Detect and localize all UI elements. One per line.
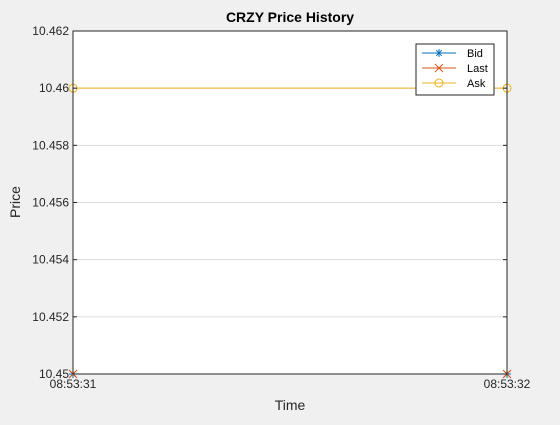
legend-marker-ask [434, 78, 444, 88]
legend-label-last: Last [467, 63, 488, 75]
y-tick-label: 10.46 [39, 81, 69, 95]
y-tick-label: 10.452 [32, 310, 69, 324]
x-tick-label: 08:53:31 [50, 377, 97, 391]
x-axis-label: Time [275, 397, 306, 413]
y-axis-label: Price [7, 186, 23, 218]
chart-title: CRZY Price History [226, 9, 354, 25]
y-tick-label: 10.456 [32, 196, 69, 210]
legend-label-bid: Bid [467, 48, 483, 60]
legend-marker-bid [435, 49, 443, 57]
y-tick-label: 10.454 [32, 253, 69, 267]
y-tick-label: 10.458 [32, 138, 69, 152]
y-tick-label: 10.45 [39, 367, 69, 381]
legend: Bid Last Ask [415, 43, 495, 96]
legend-marker-last [434, 63, 444, 73]
y-tick-label: 10.462 [32, 24, 69, 38]
x-tick-label: 08:53:32 [484, 377, 531, 391]
legend-label-ask: Ask [467, 78, 486, 90]
ticks: 10.45 10.452 10.454 10.456 10.458 10.46 10.462… [32, 24, 530, 391]
